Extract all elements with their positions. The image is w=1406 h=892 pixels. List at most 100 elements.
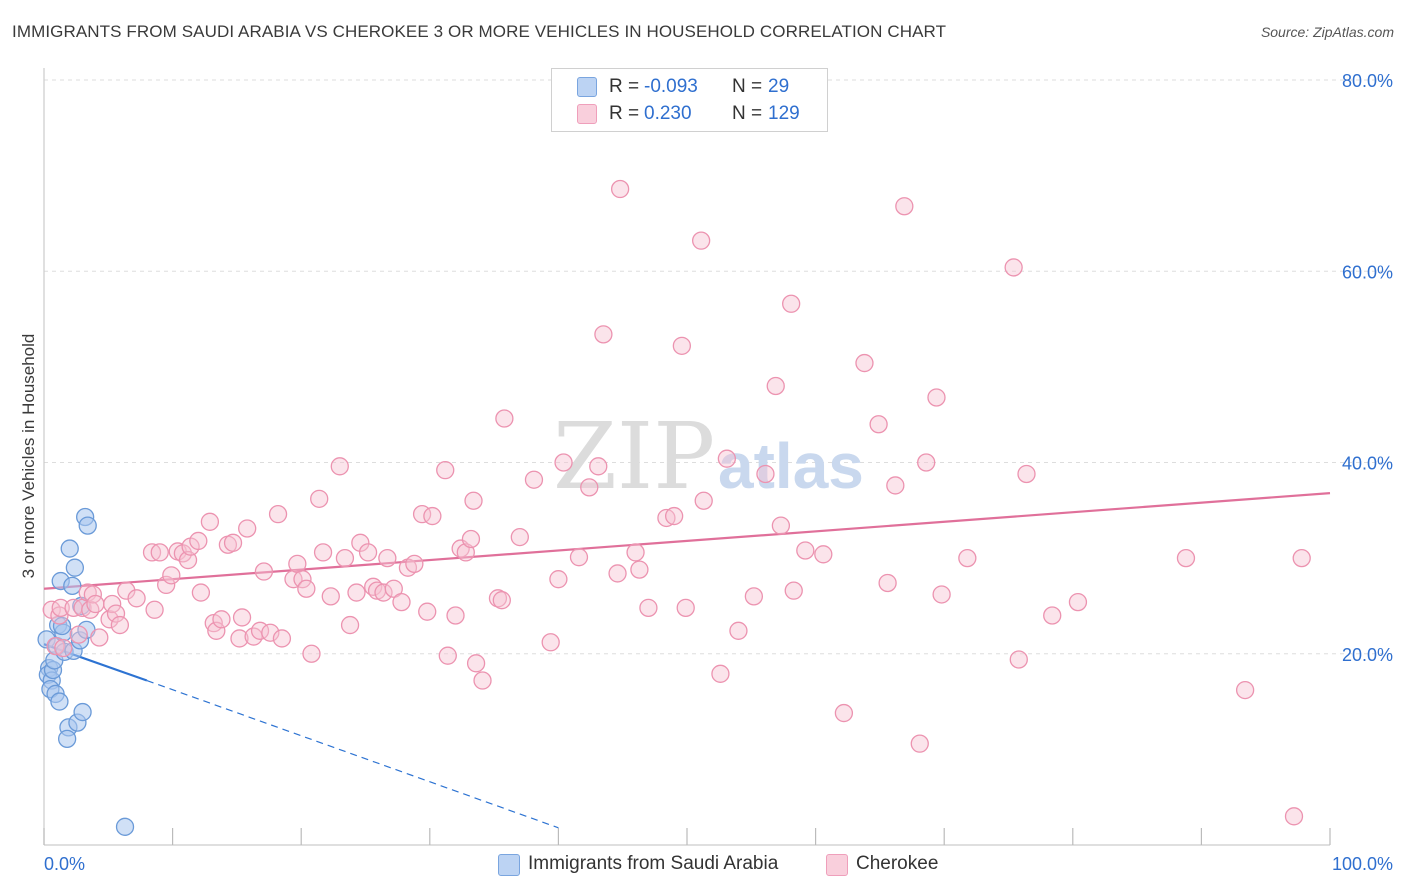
point-cherokee <box>313 543 333 562</box>
y-tick-label: 20.0% <box>1342 645 1393 665</box>
point-cherokee <box>81 600 100 619</box>
point-saudi <box>78 516 97 535</box>
point-cherokee <box>418 602 437 621</box>
x-tick-label: 0.0% <box>44 854 85 874</box>
point-cherokee <box>473 671 492 690</box>
point-cherokee <box>423 506 442 526</box>
point-cherokee <box>784 581 803 600</box>
legend-label-saudi: Immigrants from Saudi Arabia <box>528 853 779 874</box>
point-cherokee <box>110 615 130 635</box>
point-cherokee <box>321 587 340 606</box>
point-cherokee <box>340 615 360 635</box>
point-cherokee <box>54 638 73 658</box>
series-legend: Immigrants from Saudi Arabia Cherokee <box>0 852 1406 878</box>
point-cherokee <box>438 646 457 665</box>
n-label: N = <box>732 103 763 124</box>
point-cherokee <box>145 600 164 619</box>
legend-swatch-cherokee <box>577 104 597 124</box>
point-cherokee <box>676 598 695 617</box>
r-label: R = <box>609 103 640 124</box>
point-cherokee <box>90 628 109 647</box>
point-cherokee <box>103 594 122 614</box>
point-cherokee <box>351 533 370 552</box>
point-cherokee <box>358 543 378 562</box>
point-cherokee <box>554 453 573 472</box>
point-cherokee <box>691 231 711 250</box>
point-cherokee <box>212 610 231 629</box>
point-cherokee <box>1068 592 1088 612</box>
point-cherokee <box>191 583 211 602</box>
point-cherokee <box>142 543 162 562</box>
point-cherokee <box>1009 650 1028 669</box>
point-cherokee <box>293 570 312 589</box>
point-cherokee <box>694 491 713 510</box>
point-cherokee <box>232 608 252 627</box>
point-saudi <box>73 702 92 722</box>
point-cherokee <box>162 566 181 585</box>
point-cherokee <box>223 533 243 552</box>
point-cherokee <box>869 415 888 434</box>
point-cherokee <box>1004 258 1023 277</box>
x-tick-label: 100.0% <box>1332 854 1393 874</box>
point-cherokee <box>782 294 801 313</box>
legend-swatch-saudi <box>577 77 597 97</box>
point-cherokee <box>1292 548 1311 568</box>
point-cherokee <box>1043 606 1062 625</box>
point-cherokee <box>51 598 70 617</box>
watermark-atlas: atlas <box>718 430 864 502</box>
point-cherokee <box>330 457 349 476</box>
point-cherokee <box>771 516 791 535</box>
point-cherokee <box>855 353 874 373</box>
point-cherokee <box>766 376 785 396</box>
point-cherokee <box>466 654 486 673</box>
point-cherokee <box>910 734 929 753</box>
n-value: 29 <box>768 76 790 97</box>
point-cherokee <box>200 512 220 531</box>
point-cherokee <box>178 550 198 570</box>
point-cherokee <box>392 592 411 612</box>
point-cherokee <box>626 543 645 562</box>
watermark-zip: ZIP <box>553 403 715 510</box>
n-value: 129 <box>768 103 800 124</box>
point-cherokee <box>917 453 936 472</box>
point-cherokee <box>261 623 280 642</box>
point-cherokee <box>268 504 288 524</box>
point-cherokee <box>672 336 692 355</box>
point-cherokee <box>1235 680 1255 700</box>
point-cherokee <box>729 621 748 640</box>
point-cherokee <box>756 464 775 484</box>
r-value: -0.093 <box>644 76 698 97</box>
n-label: N = <box>732 76 763 97</box>
point-cherokee <box>878 573 897 593</box>
point-cherokee <box>302 644 321 663</box>
point-cherokee <box>639 598 658 617</box>
point-cherokee <box>69 625 88 644</box>
point-cherokee <box>717 449 737 468</box>
point-cherokee <box>608 564 627 583</box>
point-cherokee <box>1176 548 1196 568</box>
point-cherokee <box>495 409 514 428</box>
point-cherokee <box>374 583 393 602</box>
tick-labels: 20.0% 40.0% 60.0% 80.0% 0.0% 100.0% <box>44 71 1393 874</box>
point-cherokee <box>446 606 465 625</box>
point-saudi <box>52 616 72 636</box>
point-cherokee <box>297 579 316 598</box>
point-cherokee <box>895 197 914 216</box>
point-cherokee <box>580 478 599 497</box>
point-cherokee <box>711 664 730 683</box>
point-cherokee <box>1284 807 1304 826</box>
point-saudi <box>65 558 85 577</box>
legend-swatch-saudi <box>498 854 520 876</box>
point-cherokee <box>347 583 366 602</box>
point-cherokee <box>569 548 589 567</box>
point-cherokee <box>464 491 483 510</box>
point-cherokee <box>664 506 684 526</box>
legend-row-cherokee: R = 0.230 N = 129 <box>552 101 827 127</box>
point-cherokee <box>117 581 136 600</box>
legend-row-saudi: R = -0.093 N = 29 <box>552 74 827 100</box>
y-tick-label: 40.0% <box>1342 454 1393 474</box>
point-cherokee <box>744 587 764 606</box>
y-tick-label: 60.0% <box>1342 262 1393 282</box>
point-cherokee <box>834 703 854 723</box>
